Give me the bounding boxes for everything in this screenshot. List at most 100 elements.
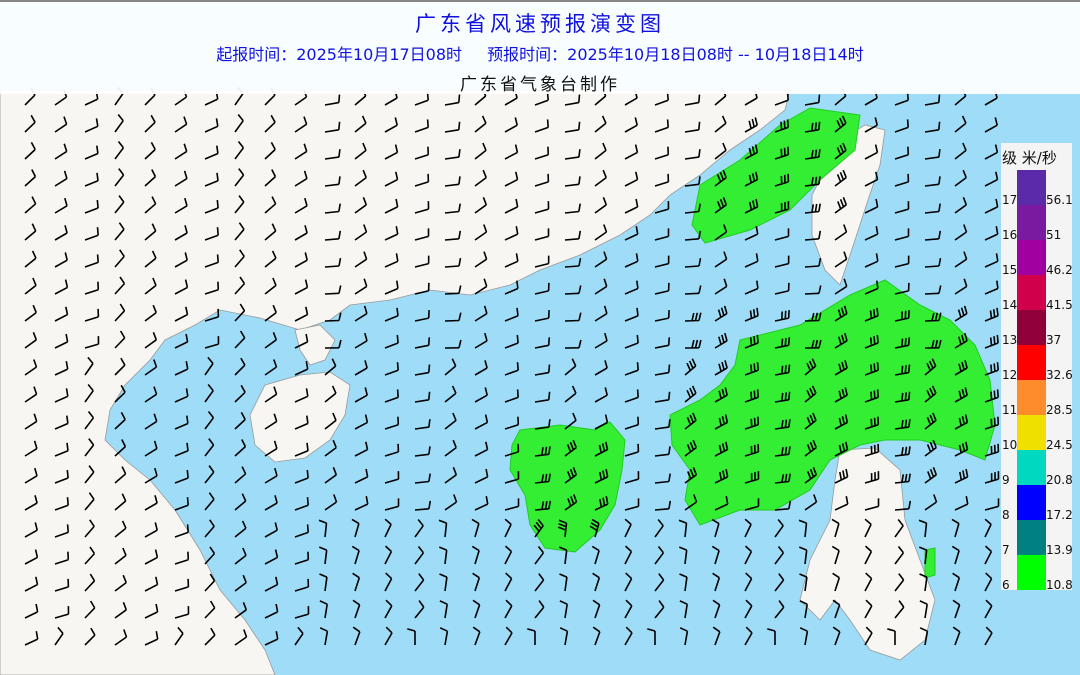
wind-barb [832,599,841,619]
wind-barb [114,466,127,484]
wind-barb [504,198,519,214]
wind-barb [294,143,308,160]
wind-barb [951,545,960,565]
wind-barb [234,168,245,187]
wind-barb [318,546,328,565]
wind-barb [354,251,368,268]
wind-barb [984,226,999,241]
wind-barb [472,626,481,646]
wind-barb [894,518,904,538]
wind-barb [24,495,38,511]
wind-barb [204,492,215,511]
wind-barb [954,278,968,295]
wind-barb [624,171,639,187]
legend-item: 12 32.6 [1001,345,1073,382]
legend-level: 9 [1002,473,1010,487]
wind-barb [114,276,126,295]
legend-level: 13 [1002,333,1018,347]
wind-barb [174,170,188,187]
wind-barb [919,627,929,646]
wind-barb [864,498,880,511]
wind-barb [294,170,308,187]
wind-barb [84,573,96,592]
wind-barb [414,518,424,538]
legend-level: 7 [1002,543,1010,557]
wind-barb [174,361,189,376]
wind-barb [414,391,431,403]
wind-barb [654,600,665,619]
wind-barb [534,119,549,133]
wind-barb [474,414,489,430]
wind-barb [954,224,968,241]
wind-barb [684,230,702,241]
wind-barb [654,337,671,349]
wind-barb [324,285,342,295]
wind-barb [174,469,189,484]
legend-speed: 10.8 [1046,578,1073,592]
wind-barb [474,332,488,349]
wind-barb [114,249,125,268]
wind-barb [84,519,95,538]
wind-barb [774,201,790,214]
wind-barb [384,144,399,160]
wind-barb [54,415,69,430]
wind-barb [864,389,879,403]
wind-barb [324,149,341,160]
legend-item: 8 17.2 [1001,485,1073,522]
wind-barb [594,496,609,511]
wind-barb [264,277,277,295]
wind-barb [144,277,157,295]
wind-barb [894,446,911,457]
wind-barb [864,226,879,241]
legend-swatch [1017,240,1046,275]
wind-barb [924,358,937,376]
wind-barb [439,627,449,646]
wind-barb [534,600,545,619]
wind-barb [798,519,808,538]
wind-barb [799,573,808,592]
wind-barb [594,332,608,349]
wind-barb [894,473,911,484]
wind-barb [414,255,430,268]
wind-barb [24,250,37,268]
wind-barb [684,467,698,484]
wind-barb [564,176,581,187]
wind-barb [234,113,244,133]
wind-barb [444,385,457,403]
wind-barb [294,197,308,214]
wind-barb [504,498,520,511]
legend-speed: 13.9 [1046,543,1073,557]
wind-barb [204,627,216,646]
wind-barb [114,168,125,187]
legend-level: 12 [1002,368,1018,382]
wind-barb [294,116,308,133]
wind-barb [204,356,214,376]
wind-barb [324,439,337,457]
legend-speed: 20.8 [1046,473,1073,487]
wind-barb [114,141,125,160]
wind-barb [504,626,513,646]
wind-barb [472,572,481,592]
wind-barb [678,519,688,538]
wind-barb [774,500,792,511]
wind-barb [624,599,633,619]
wind-barb [504,545,513,565]
wind-barb [774,255,790,268]
wind-barb [864,253,879,268]
wind-barb [54,388,69,403]
wind-barb [324,385,337,403]
wind-barb [924,467,938,484]
wind-barb [744,518,752,538]
wind-barb [984,389,999,403]
map-title: 广东省风速预报演变图 [415,12,665,36]
wind-barb [234,357,246,376]
wind-barb [714,360,728,376]
wind-barb [564,494,578,511]
wind-barb [714,169,727,187]
wind-barb [804,285,822,295]
wind-barb [234,249,245,268]
wind-barb [534,391,551,403]
wind-barb [894,146,910,160]
wind-barb [774,600,785,619]
